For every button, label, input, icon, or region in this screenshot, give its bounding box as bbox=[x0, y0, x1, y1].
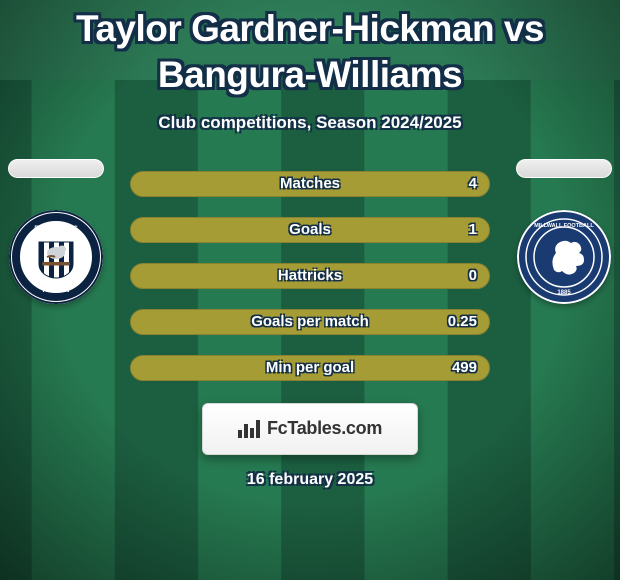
stat-label: Goals bbox=[131, 221, 489, 238]
svg-text:EST BROMWIC: EST BROMWIC bbox=[34, 226, 78, 232]
fctables-logo: FcTables.com bbox=[202, 403, 418, 455]
right-flag-pill bbox=[516, 159, 612, 178]
svg-text:MILLWALL FOOTBALL: MILLWALL FOOTBALL bbox=[534, 223, 594, 229]
stats-area: EST BROMWIC ALBION bbox=[0, 171, 620, 381]
date-line: 16 february 2025 bbox=[0, 471, 620, 489]
chart-icon bbox=[238, 420, 260, 438]
statbar-hattricks: Hattricks 0 bbox=[130, 263, 490, 289]
stat-label: Min per goal bbox=[131, 359, 489, 376]
stat-right-value: 1 bbox=[469, 221, 477, 238]
stat-label: Matches bbox=[131, 175, 489, 192]
stat-label: Goals per match bbox=[131, 313, 489, 330]
statbar-goals-per-match: Goals per match 0.25 bbox=[130, 309, 490, 335]
statbar-goals: Goals 1 bbox=[130, 217, 490, 243]
svg-text:ALBION: ALBION bbox=[43, 287, 70, 294]
statbar-matches: Matches 4 bbox=[130, 171, 490, 197]
stat-right-value: 0.25 bbox=[448, 313, 477, 330]
stat-bars: Matches 4 Goals 1 Hattricks 0 Goals per … bbox=[130, 171, 490, 381]
stat-label: Hattricks bbox=[131, 267, 489, 284]
wba-crest-icon: EST BROMWIC ALBION bbox=[9, 210, 103, 304]
subtitle: Club competitions, Season 2024/2025 bbox=[0, 113, 620, 133]
right-player-column: MILLWALL FOOTBALL 1885 bbox=[508, 159, 620, 304]
statbar-min-per-goal: Min per goal 499 bbox=[130, 355, 490, 381]
millwall-crest-icon: MILLWALL FOOTBALL 1885 bbox=[517, 210, 611, 304]
left-team-crest: EST BROMWIC ALBION bbox=[9, 210, 103, 304]
stat-right-value: 0 bbox=[469, 267, 477, 284]
left-flag-pill bbox=[8, 159, 104, 178]
stat-right-value: 4 bbox=[469, 175, 477, 192]
page-title: Taylor Gardner-Hickman vs Bangura-Willia… bbox=[0, 0, 620, 99]
fctables-text: FcTables.com bbox=[267, 418, 382, 439]
svg-text:1885: 1885 bbox=[557, 290, 571, 296]
left-player-column: EST BROMWIC ALBION bbox=[0, 159, 112, 304]
content: Taylor Gardner-Hickman vs Bangura-Willia… bbox=[0, 0, 620, 580]
stat-right-value: 499 bbox=[452, 359, 477, 376]
right-team-crest: MILLWALL FOOTBALL 1885 bbox=[517, 210, 611, 304]
